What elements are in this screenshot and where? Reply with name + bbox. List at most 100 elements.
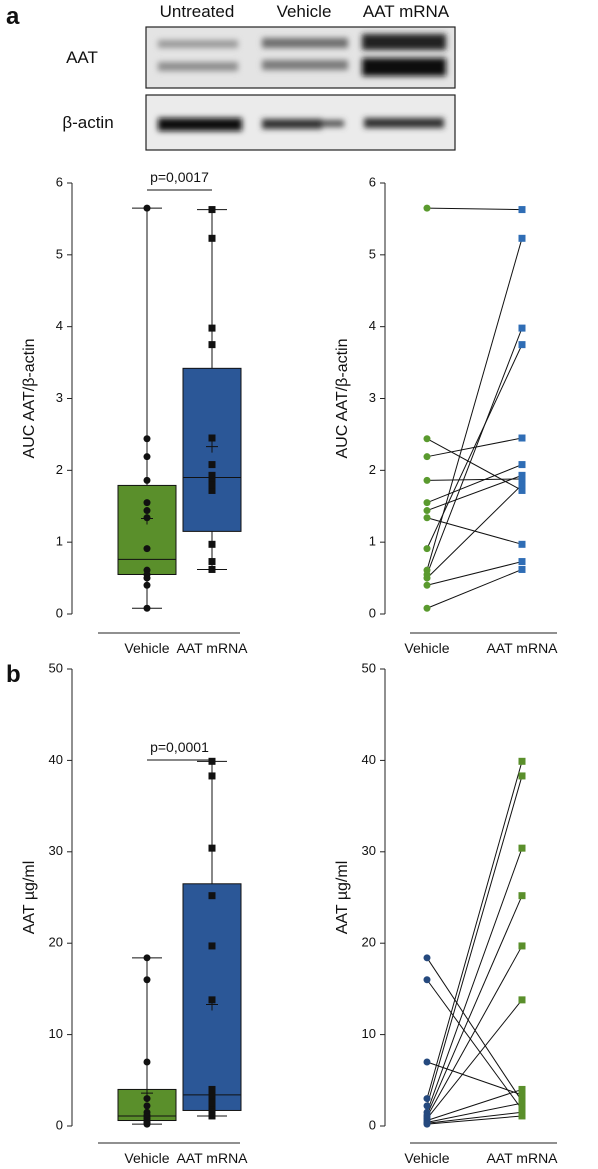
p-value: p=0,0001 bbox=[150, 739, 209, 755]
point bbox=[518, 1099, 526, 1107]
point bbox=[423, 1120, 431, 1128]
point bbox=[143, 1120, 151, 1128]
point bbox=[208, 1108, 216, 1116]
point bbox=[208, 324, 216, 332]
panel-label: a bbox=[6, 3, 20, 30]
point bbox=[518, 772, 526, 780]
pair-line bbox=[426, 1102, 523, 1123]
point bbox=[423, 545, 431, 553]
x-tick-label: Vehicle bbox=[124, 1150, 169, 1166]
point bbox=[208, 481, 216, 489]
point bbox=[208, 475, 216, 483]
y-tick-label: 30 bbox=[362, 843, 376, 858]
point bbox=[518, 1112, 526, 1120]
y-tick-label: 3 bbox=[56, 390, 63, 405]
pair-line bbox=[426, 438, 523, 491]
point bbox=[208, 434, 216, 442]
y-tick-label: 20 bbox=[362, 935, 376, 950]
point bbox=[518, 206, 526, 214]
point bbox=[143, 453, 151, 461]
y-tick-label: 2 bbox=[56, 462, 63, 477]
point bbox=[208, 565, 216, 573]
point bbox=[208, 461, 216, 469]
point bbox=[423, 1058, 431, 1066]
point bbox=[423, 514, 431, 522]
y-axis-label: AUC AAT/β-actin bbox=[21, 338, 38, 458]
point bbox=[518, 1108, 526, 1116]
point bbox=[423, 1095, 431, 1103]
point bbox=[143, 1058, 151, 1066]
pair-line bbox=[426, 1111, 523, 1124]
y-tick-label: 1 bbox=[56, 534, 63, 549]
point bbox=[518, 844, 526, 852]
blot-image bbox=[145, 26, 456, 151]
point bbox=[518, 942, 526, 950]
box bbox=[182, 883, 242, 1111]
lane-label: AAT mRNA bbox=[363, 2, 450, 21]
point bbox=[423, 499, 431, 507]
pair-line bbox=[426, 474, 523, 512]
point bbox=[208, 1091, 216, 1099]
y-tick-label: 50 bbox=[49, 660, 63, 675]
pair-line bbox=[426, 484, 523, 579]
row-label: AAT bbox=[66, 48, 98, 67]
y-tick-label: 0 bbox=[56, 1117, 63, 1132]
y-tick-label: 40 bbox=[362, 752, 376, 767]
y-axis-label: AAT µg/ml bbox=[21, 861, 38, 935]
panel-label: b bbox=[6, 661, 21, 688]
x-tick-label: AAT mRNA bbox=[176, 1150, 248, 1166]
y-tick-label: 10 bbox=[362, 1026, 376, 1041]
point bbox=[143, 581, 151, 589]
y-tick-label: 0 bbox=[56, 605, 63, 620]
point bbox=[143, 1095, 151, 1103]
point bbox=[208, 942, 216, 950]
x-tick-label: AAT mRNA bbox=[486, 640, 558, 656]
pair-line bbox=[426, 775, 523, 1107]
point bbox=[208, 234, 216, 242]
pair-line bbox=[426, 945, 523, 1118]
pair-line bbox=[426, 478, 523, 481]
point bbox=[423, 954, 431, 962]
pair-line bbox=[426, 1061, 523, 1096]
point bbox=[518, 434, 526, 442]
y-tick-label: 2 bbox=[369, 462, 376, 477]
point bbox=[143, 476, 151, 484]
point bbox=[518, 757, 526, 765]
point bbox=[423, 574, 431, 582]
mean bbox=[206, 440, 218, 453]
point bbox=[208, 844, 216, 852]
y-tick-label: 5 bbox=[56, 246, 63, 261]
x-tick-label: Vehicle bbox=[124, 640, 169, 656]
box bbox=[117, 484, 177, 575]
x-tick-label: AAT mRNA bbox=[176, 640, 248, 656]
point bbox=[518, 341, 526, 349]
pair-line bbox=[426, 238, 523, 571]
y-tick-label: 50 bbox=[362, 660, 376, 675]
point bbox=[518, 1085, 526, 1093]
point bbox=[518, 461, 526, 469]
point bbox=[208, 540, 216, 548]
point bbox=[208, 206, 216, 214]
point bbox=[518, 481, 526, 489]
x-tick-label: Vehicle bbox=[404, 1150, 449, 1166]
pair-line bbox=[426, 895, 523, 1116]
lane-label: Untreated bbox=[160, 2, 235, 21]
point bbox=[518, 540, 526, 548]
point bbox=[423, 476, 431, 484]
point bbox=[143, 954, 151, 962]
pair-line bbox=[426, 761, 523, 1099]
pair-line bbox=[426, 999, 523, 1120]
pair-line bbox=[426, 569, 523, 609]
y-tick-label: 0 bbox=[369, 605, 376, 620]
lane-label: Vehicle bbox=[277, 2, 332, 21]
point bbox=[143, 204, 151, 212]
y-tick-label: 6 bbox=[56, 174, 63, 189]
y-tick-label: 20 bbox=[49, 935, 63, 950]
pair-line bbox=[426, 327, 523, 575]
point bbox=[208, 471, 216, 479]
point bbox=[423, 507, 431, 515]
row-label: β-actin bbox=[62, 113, 113, 132]
point bbox=[423, 976, 431, 984]
point bbox=[208, 341, 216, 349]
point bbox=[423, 1102, 431, 1110]
